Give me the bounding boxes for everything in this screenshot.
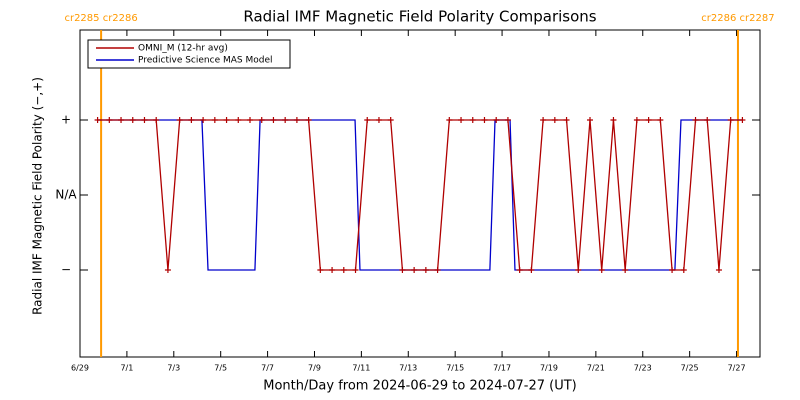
data-point: [387, 117, 394, 123]
x-tick-label: 7/19: [540, 364, 558, 373]
x-tick-label: 6/29: [71, 364, 89, 373]
data-point: [235, 117, 242, 123]
x-tick-label: 7/5: [214, 364, 227, 373]
data-point: [118, 117, 125, 123]
data-point: [692, 117, 699, 123]
data-point: [352, 267, 359, 273]
data-point: [575, 267, 582, 273]
y-tick-label: −: [61, 263, 71, 277]
data-point: [504, 117, 511, 123]
data-point: [211, 117, 218, 123]
data-point: [200, 117, 207, 123]
x-tick-label: 7/9: [308, 364, 321, 373]
legend-label: OMNI_M (12-hr avg): [138, 44, 228, 54]
x-tick-label: 7/25: [681, 364, 699, 373]
data-point: [481, 117, 488, 123]
data-point: [317, 267, 324, 273]
data-point: [434, 267, 441, 273]
data-point: [293, 117, 300, 123]
data-point: [493, 117, 500, 123]
chart-title: Radial IMF Magnetic Field Polarity Compa…: [243, 8, 596, 26]
data-point: [528, 267, 535, 273]
data-point: [633, 117, 640, 123]
x-tick-label: 7/27: [728, 364, 746, 373]
x-tick-label: 7/3: [167, 364, 180, 373]
data-point: [411, 267, 418, 273]
data-point: [657, 117, 664, 123]
data-point: [587, 117, 593, 123]
x-tick-label: 7/15: [446, 364, 464, 373]
plot-frame: [79, 29, 761, 358]
x-tick-label: 7/11: [352, 364, 370, 373]
data-point: [247, 117, 253, 123]
data-point: [739, 117, 746, 123]
data-point: [669, 267, 676, 273]
data-point: [446, 117, 453, 123]
data-point: [704, 117, 711, 123]
data-point: [282, 117, 289, 123]
y-tick-label: +: [61, 113, 71, 127]
x-axis-label: Month/Day from 2024-06-29 to 2024-07-27 …: [263, 379, 576, 394]
legend-box: [87, 39, 291, 69]
data-point: [176, 117, 183, 123]
data-point: [329, 267, 336, 273]
boundary-label: cr2285 cr2286: [64, 13, 137, 24]
data-point: [727, 117, 734, 123]
data-point: [645, 117, 652, 123]
data-point: [375, 117, 382, 123]
data-point: [270, 117, 277, 123]
data-point: [141, 117, 148, 123]
y-tick-label: N/A: [55, 188, 77, 202]
data-point: [469, 117, 476, 123]
x-tick-label: 7/13: [399, 364, 417, 373]
x-tick-label: 7/7: [261, 364, 274, 373]
y-axis-label: Radial IMF Magnetic Field Polarity (−,+): [31, 77, 45, 315]
data-point: [458, 117, 465, 123]
data-point: [129, 117, 136, 123]
x-tick-label: 7/1: [120, 364, 133, 373]
boundary-label: cr2286 cr2287: [701, 13, 774, 24]
data-point: [223, 117, 230, 123]
x-tick-label: 7/23: [634, 364, 652, 373]
data-point: [364, 117, 371, 123]
data-point: [340, 267, 347, 273]
data-point: [422, 267, 429, 273]
data-point: [153, 117, 160, 123]
data-point: [563, 117, 570, 123]
data-point: [258, 117, 265, 123]
data-point: [622, 267, 629, 273]
legend-label: Predictive Science MAS Model: [138, 56, 273, 66]
data-point: [610, 117, 617, 123]
x-tick-label: 7/17: [493, 364, 511, 373]
data-point: [680, 267, 687, 273]
data-point: [598, 267, 605, 273]
data-point: [188, 117, 195, 123]
data-point: [540, 117, 547, 123]
data-point: [305, 117, 312, 123]
data-point: [399, 267, 406, 273]
data-point: [164, 267, 171, 273]
data-point: [106, 117, 113, 123]
data-point: [516, 267, 523, 273]
data-point: [715, 267, 722, 273]
data-point: [94, 117, 101, 123]
data-point: [551, 117, 558, 123]
x-tick-label: 7/21: [587, 364, 605, 373]
